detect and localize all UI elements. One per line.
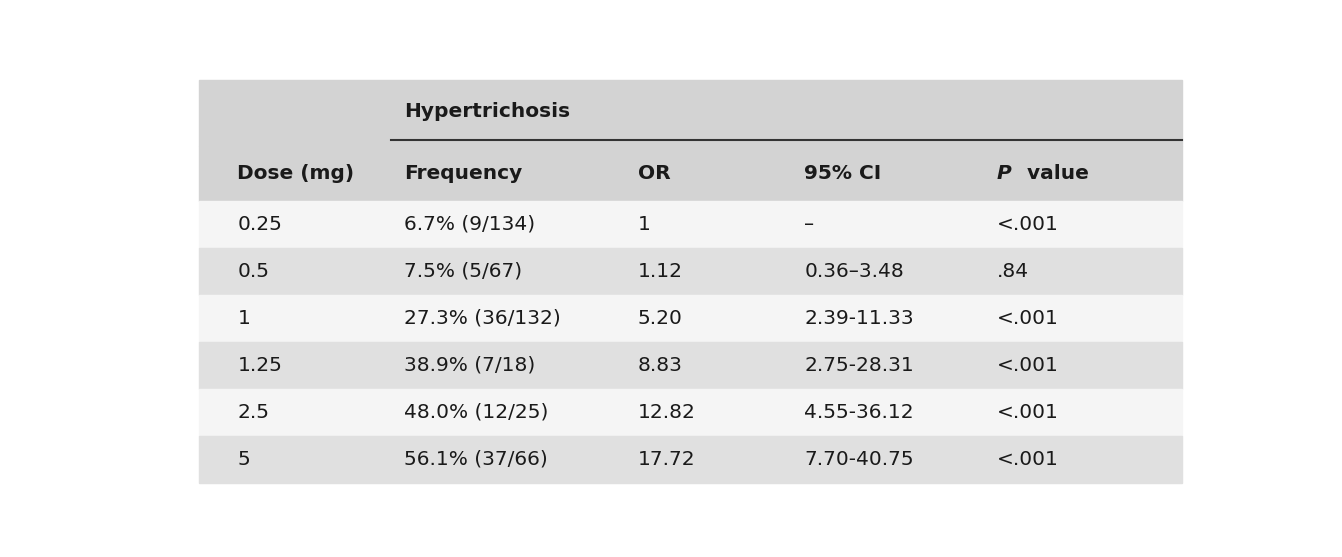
Text: 1.12: 1.12: [637, 262, 683, 281]
Text: <.001: <.001: [997, 356, 1059, 375]
Bar: [199, 80, 1182, 146]
Bar: [199, 389, 1182, 436]
Bar: [199, 342, 1182, 389]
Text: Dose (mg): Dose (mg): [238, 164, 354, 183]
Text: Frequency: Frequency: [404, 164, 522, 183]
Bar: [199, 146, 1182, 201]
Bar: [199, 295, 1182, 342]
Text: –: –: [804, 214, 815, 234]
Text: 2.75-28.31: 2.75-28.31: [804, 356, 914, 375]
Text: 48.0% (12/25): 48.0% (12/25): [404, 403, 549, 422]
Text: 1: 1: [238, 309, 251, 328]
Text: <.001: <.001: [997, 403, 1059, 422]
Text: 4.55-36.12: 4.55-36.12: [804, 403, 914, 422]
Text: 8.83: 8.83: [637, 356, 683, 375]
Text: P: P: [997, 164, 1012, 183]
Text: 56.1% (37/66): 56.1% (37/66): [404, 450, 548, 469]
Text: 7.70-40.75: 7.70-40.75: [804, 450, 914, 469]
Bar: [199, 436, 1182, 483]
Text: 17.72: 17.72: [637, 450, 695, 469]
Text: 0.5: 0.5: [238, 262, 270, 281]
Bar: [199, 201, 1182, 248]
Text: 6.7% (9/134): 6.7% (9/134): [404, 214, 535, 234]
Text: 1: 1: [637, 214, 651, 234]
Text: 95% CI: 95% CI: [804, 164, 882, 183]
Text: <.001: <.001: [997, 450, 1059, 469]
Text: 2.5: 2.5: [238, 403, 270, 422]
Text: Hypertrichosis: Hypertrichosis: [404, 102, 570, 121]
Text: 2.39-11.33: 2.39-11.33: [804, 309, 914, 328]
Text: 0.25: 0.25: [238, 214, 282, 234]
Bar: [199, 248, 1182, 295]
Text: 38.9% (7/18): 38.9% (7/18): [404, 356, 535, 375]
Text: <.001: <.001: [997, 309, 1059, 328]
Text: 7.5% (5/67): 7.5% (5/67): [404, 262, 522, 281]
Text: 12.82: 12.82: [637, 403, 695, 422]
Text: <.001: <.001: [997, 214, 1059, 234]
Text: value: value: [1020, 164, 1088, 183]
Text: 27.3% (36/132): 27.3% (36/132): [404, 309, 561, 328]
Text: .84: .84: [997, 262, 1029, 281]
Text: 0.36–3.48: 0.36–3.48: [804, 262, 905, 281]
Text: 5: 5: [238, 450, 250, 469]
Text: 5.20: 5.20: [637, 309, 683, 328]
Text: 1.25: 1.25: [238, 356, 282, 375]
Text: OR: OR: [637, 164, 671, 183]
